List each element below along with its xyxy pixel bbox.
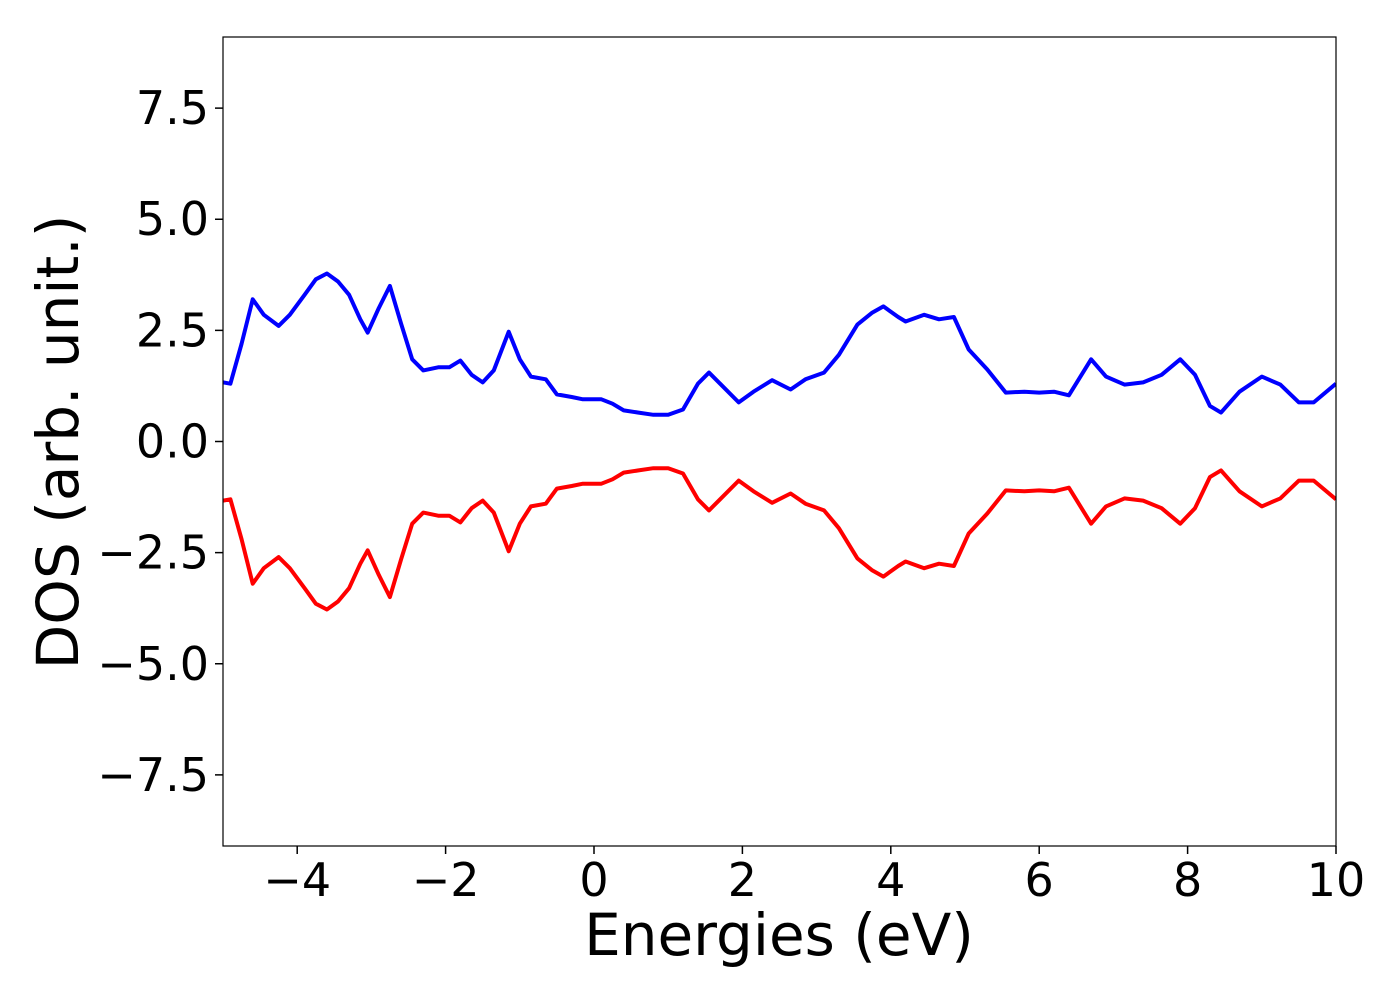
- x-tick-label: 2: [728, 853, 757, 907]
- y-tick-label: −5.0: [97, 637, 209, 691]
- y-tick-label: −7.5: [97, 748, 209, 802]
- series-line: [223, 466, 1336, 612]
- x-tick-label: 4: [876, 853, 905, 907]
- y-tick-label: −2.5: [97, 526, 209, 580]
- x-tick-label: 6: [1025, 853, 1054, 907]
- x-tick-label: −2: [412, 853, 480, 907]
- x-tick-label: 10: [1307, 853, 1366, 907]
- plot-frame: [222, 36, 1337, 847]
- x-tick-label: 0: [579, 853, 608, 907]
- x-axis-label: Energies (eV): [584, 901, 974, 969]
- y-axis-label: DOS (arb. unit.): [24, 215, 92, 670]
- y-tick-label: 5.0: [136, 192, 209, 246]
- y-tick-label: 0.0: [136, 415, 209, 469]
- y-tick-label: 7.5: [136, 81, 209, 135]
- y-tick-label: 2.5: [136, 303, 209, 357]
- x-tick-label: −4: [263, 853, 331, 907]
- x-tick-label: 8: [1173, 853, 1202, 907]
- series-line: [223, 271, 1336, 417]
